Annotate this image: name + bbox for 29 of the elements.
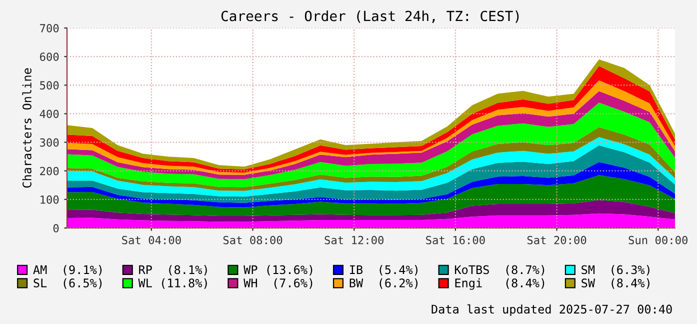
- x-tick-label: Sat 12:00: [324, 236, 384, 244]
- legend-label: SL (6.5%): [34, 278, 102, 289]
- y-tick-label: 400: [40, 110, 59, 118]
- legend-label: IB (5.4%): [350, 265, 418, 276]
- x-tick-label: Sat 20:00: [527, 236, 586, 244]
- y-tick-label: 500: [40, 81, 59, 90]
- legend-label: SW (8.4%): [582, 278, 650, 289]
- y-axis-title: Characters Online: [22, 68, 32, 188]
- y-tick-label: 100: [40, 195, 59, 204]
- y-tick-label: 300: [40, 138, 59, 147]
- x-tick-label: Sat 08:00: [223, 236, 282, 244]
- legend-label: AM (9.1%): [33, 265, 102, 276]
- legend-label: KoTBS (8.7%): [454, 265, 544, 276]
- legend-label: Engi (8.4%): [455, 278, 544, 290]
- y-tick-label: 0: [53, 224, 59, 232]
- legend-label: RP (8.1%): [139, 265, 207, 276]
- legend-label: SM (6.3%): [582, 265, 650, 276]
- chart-title: Careers - Order (Last 24h, TZ: CEST): [221, 10, 519, 23]
- legend-label: WH (7.6%): [244, 278, 312, 289]
- legend-label: WL (11.8%): [138, 278, 207, 289]
- y-tick-label: 200: [40, 166, 59, 176]
- text: Data last updated 2025-07-27 00:40: [432, 304, 672, 316]
- legend-label: WP (13.6%): [244, 265, 312, 276]
- legend-label: BW (6.2%): [350, 278, 418, 289]
- x-tick-label: Sun 00:00: [628, 236, 688, 244]
- x-tick-label: Sat 04:00: [122, 236, 181, 244]
- y-tick-label: 600: [40, 52, 59, 61]
- y-tick-label: 700: [40, 24, 59, 32]
- x-tick-label: Sat 16:00: [426, 236, 485, 244]
